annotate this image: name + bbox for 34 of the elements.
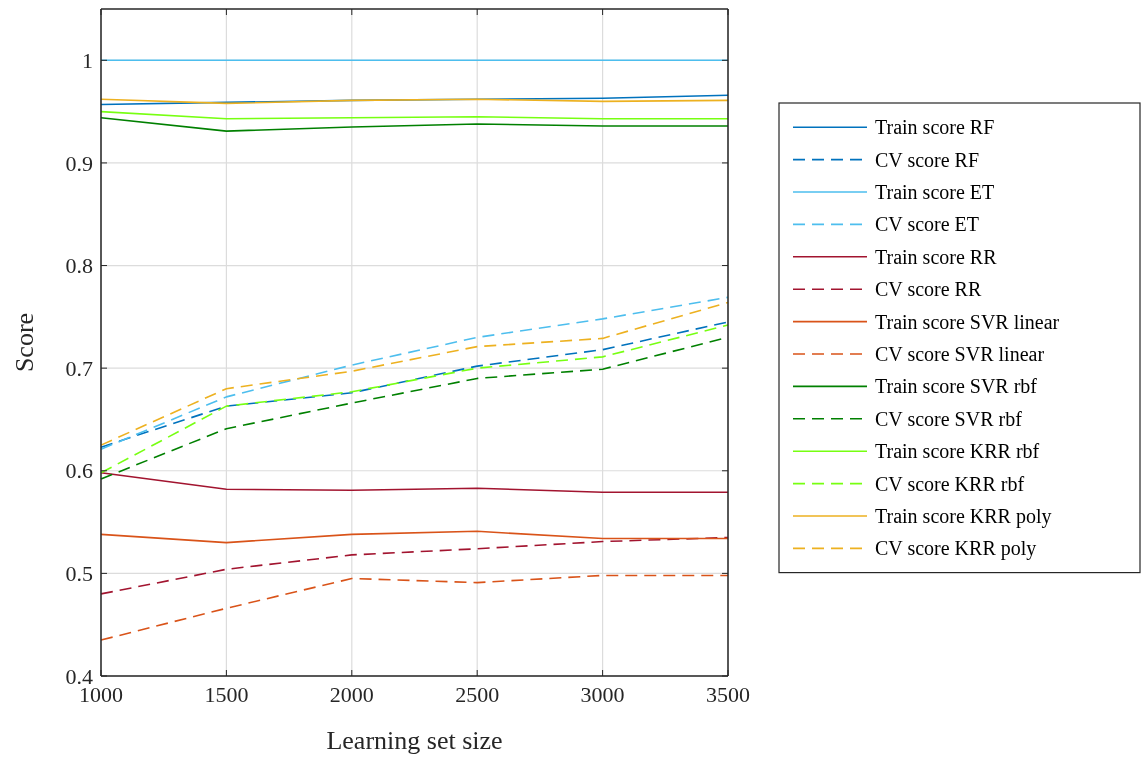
x-tick-label: 3500 <box>706 682 750 707</box>
x-tick-label: 2500 <box>455 682 500 707</box>
legend-label: Train score KRR poly <box>875 505 1052 528</box>
line-series <box>100 472 729 494</box>
line-series <box>100 574 729 641</box>
x-axis-title: Learning set size <box>326 726 503 755</box>
x-tick-label: 3000 <box>580 682 625 707</box>
line-series <box>100 530 729 544</box>
legend-label: CV score RF <box>875 148 980 171</box>
legend-label: CV score KRR poly <box>875 537 1037 561</box>
legend-label: CV score ET <box>875 213 980 236</box>
y-tick-label: 0.6 <box>65 458 93 484</box>
x-tick-label: 1500 <box>204 682 249 707</box>
line-series <box>100 110 729 120</box>
y-tick-label: 1 <box>82 48 93 74</box>
legend-label: CV score RR <box>875 278 982 301</box>
legend-label: Train score SVR linear <box>875 310 1060 333</box>
x-tick-label: 2000 <box>329 682 374 707</box>
legend-label: Train score SVR rbf <box>875 375 1038 398</box>
line-series <box>100 536 729 595</box>
legend-label: Train score KRR rbf <box>875 440 1040 463</box>
y-axis-title: Score <box>10 312 39 373</box>
y-tick-label: 0.8 <box>65 253 93 279</box>
legend-label: Train score RR <box>875 245 998 268</box>
y-tick-label: 0.7 <box>65 355 93 381</box>
legend-label: CV score SVR rbf <box>875 407 1023 430</box>
legend-label: CV score KRR rbf <box>875 472 1025 495</box>
y-tick-label: 0.5 <box>65 561 93 587</box>
y-tick-label: 0.4 <box>65 663 93 689</box>
line-series <box>100 116 729 132</box>
legend-label: Train score ET <box>875 181 995 203</box>
y-tick-label: 0.9 <box>65 150 93 176</box>
legend-label: Train score RF <box>875 116 995 139</box>
legend-label: CV score SVR linear <box>875 343 1045 365</box>
